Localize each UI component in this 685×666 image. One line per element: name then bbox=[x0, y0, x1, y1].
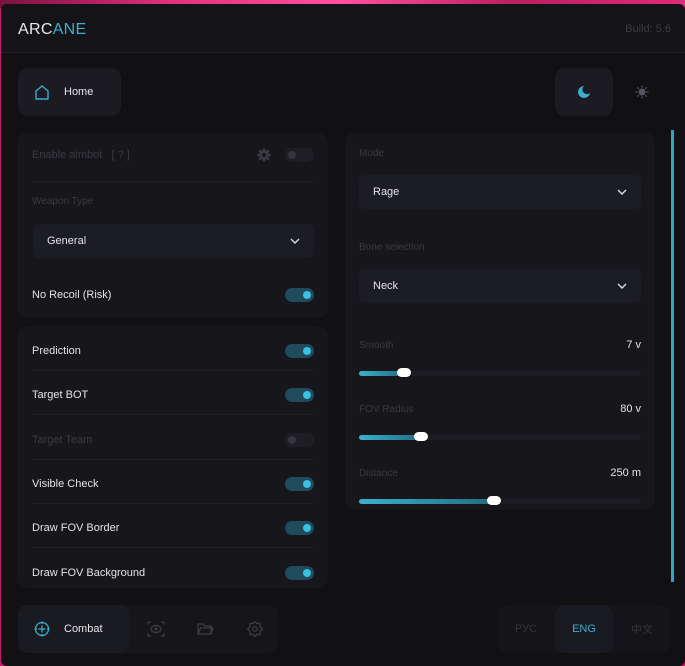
slider-value: 80 v bbox=[620, 403, 641, 415]
divider bbox=[32, 370, 314, 371]
language-switcher: РУС ENG 中文 bbox=[497, 605, 671, 653]
mode-label: Mode bbox=[359, 148, 385, 159]
draw-fov-border-label: Draw FOV Border bbox=[32, 522, 120, 534]
weapon-type-label: Weapon Type bbox=[32, 196, 94, 207]
dark-theme-button[interactable] bbox=[555, 68, 613, 116]
slider-thumb[interactable] bbox=[397, 368, 412, 377]
divider bbox=[32, 181, 314, 182]
gear-icon[interactable] bbox=[257, 148, 271, 162]
weapon-type-dropdown[interactable]: General bbox=[33, 224, 314, 258]
divider bbox=[32, 547, 314, 548]
eye-scan-icon[interactable] bbox=[147, 620, 165, 638]
sun-icon bbox=[635, 85, 649, 99]
help-link[interactable]: [ ? ] bbox=[111, 149, 130, 161]
home-button[interactable]: Home bbox=[18, 68, 121, 116]
title-bar: ARCANE Build: 5.6 bbox=[1, 4, 685, 53]
draw-fov-background-row: Draw FOV Background bbox=[32, 565, 314, 581]
no-recoil-row: No Recoil (Risk) bbox=[32, 287, 314, 303]
slider-label: Smooth bbox=[359, 340, 394, 351]
draw-fov-border-toggle[interactable] bbox=[285, 521, 314, 535]
visible-check-label: Visible Check bbox=[32, 478, 99, 490]
app-window: ARCANE Build: 5.6 Home Enable aimbot [ ?… bbox=[1, 4, 685, 666]
slider-value: 7 v bbox=[626, 339, 641, 351]
logo-accent-text: ANE bbox=[52, 21, 87, 38]
target-team-toggle[interactable] bbox=[285, 433, 314, 447]
weapon-type-value: General bbox=[47, 235, 87, 247]
prediction-toggle[interactable] bbox=[285, 344, 314, 358]
target-bot-toggle[interactable] bbox=[285, 388, 314, 402]
slider-thumb[interactable] bbox=[414, 432, 429, 441]
chevron-down-icon bbox=[617, 283, 627, 289]
target-team-label: Target Team bbox=[32, 434, 93, 446]
aim-settings-panel: Mode Rage Bone selection Neck Smooth 7 v… bbox=[345, 133, 655, 510]
build-version: Build: 5.6 bbox=[625, 23, 671, 35]
mode-value: Rage bbox=[373, 186, 400, 198]
target-bot-label: Target BOT bbox=[32, 389, 89, 401]
combat-label: Combat bbox=[64, 623, 103, 635]
logo: ARCANE bbox=[18, 21, 87, 39]
chevron-down-icon bbox=[290, 238, 300, 244]
lang-russian-button[interactable]: РУС bbox=[514, 623, 538, 635]
slider-fill bbox=[359, 499, 495, 504]
prediction-label: Prediction bbox=[32, 345, 81, 357]
enable-aimbot-row: Enable aimbot [ ? ] bbox=[32, 147, 314, 163]
enable-aimbot-toggle[interactable] bbox=[285, 148, 314, 162]
slider-value: 250 m bbox=[610, 467, 641, 479]
divider bbox=[32, 503, 314, 504]
aimbot-panel: Enable aimbot [ ? ] Weapon Type General … bbox=[17, 133, 328, 318]
gear-icon[interactable] bbox=[246, 620, 264, 638]
slider-track[interactable] bbox=[359, 496, 641, 505]
draw-fov-border-row: Draw FOV Border bbox=[32, 520, 314, 536]
home-label: Home bbox=[64, 86, 94, 98]
slider-fill bbox=[359, 435, 422, 440]
slider-label: Distance bbox=[359, 468, 398, 479]
light-theme-button[interactable] bbox=[613, 68, 671, 116]
crosshair-icon bbox=[34, 621, 50, 637]
visible-check-row: Visible Check bbox=[32, 476, 314, 492]
chevron-down-icon bbox=[617, 189, 627, 195]
visible-check-toggle[interactable] bbox=[285, 477, 314, 491]
scrollbar[interactable] bbox=[671, 130, 674, 582]
bone-selection-value: Neck bbox=[373, 280, 399, 292]
prediction-row: Prediction bbox=[32, 343, 314, 359]
enable-aimbot-label: Enable aimbot bbox=[32, 149, 103, 161]
no-recoil-label: No Recoil (Risk) bbox=[32, 289, 112, 301]
bottom-nav: Combat bbox=[18, 605, 278, 653]
moon-icon bbox=[578, 86, 590, 98]
slider-track[interactable] bbox=[359, 368, 641, 377]
target-bot-row: Target BOT bbox=[32, 387, 314, 403]
bone-selection-dropdown[interactable]: Neck bbox=[359, 269, 641, 303]
divider bbox=[32, 414, 314, 415]
slider-fill bbox=[359, 371, 405, 376]
draw-fov-background-toggle[interactable] bbox=[285, 566, 314, 580]
bone-selection-label: Bone selection bbox=[359, 242, 425, 253]
slider-thumb[interactable] bbox=[487, 496, 502, 505]
target-team-row: Target Team bbox=[32, 432, 314, 448]
folder-icon[interactable] bbox=[196, 620, 214, 638]
no-recoil-toggle[interactable] bbox=[285, 288, 314, 302]
lang-chinese-button[interactable]: 中文 bbox=[631, 624, 653, 636]
options-panel: Prediction Target BOT Target Team Visibl… bbox=[17, 326, 328, 588]
lang-english-button[interactable]: ENG bbox=[555, 605, 613, 653]
logo-text: ARC bbox=[18, 21, 53, 38]
mode-dropdown[interactable]: Rage bbox=[359, 175, 641, 209]
slider-track[interactable] bbox=[359, 432, 641, 441]
slider-label: FOV Radius bbox=[359, 404, 414, 415]
home-icon bbox=[35, 84, 49, 100]
nav-combat-tab[interactable]: Combat bbox=[18, 605, 130, 653]
divider bbox=[32, 459, 314, 460]
draw-fov-background-label: Draw FOV Background bbox=[32, 567, 146, 579]
